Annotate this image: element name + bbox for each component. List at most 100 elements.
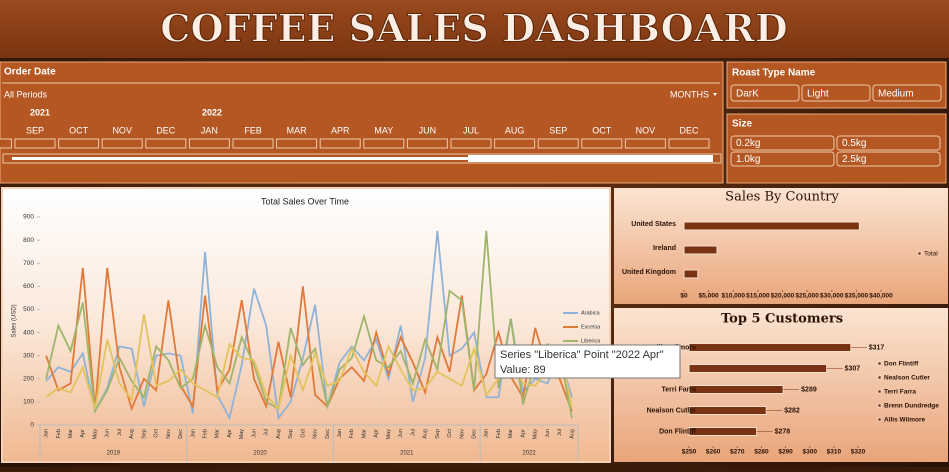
slicer-button-label[interactable]: Light — [807, 89, 829, 100]
month-label[interactable]: NOV — [636, 125, 656, 135]
slicer-button[interactable] — [730, 151, 835, 167]
slicer-button-label[interactable]: 0.2kg — [736, 138, 760, 149]
legend-swatch — [877, 417, 882, 422]
value-label: $278 — [775, 428, 791, 435]
month-cell[interactable] — [537, 138, 579, 149]
slicer-button[interactable] — [872, 84, 942, 102]
x-tick-label: Mar — [68, 429, 74, 439]
slicer-button-label[interactable]: DarK — [736, 89, 759, 100]
x-tick-label: Aug — [423, 429, 429, 439]
month-label[interactable]: JAN — [201, 125, 218, 135]
month-label[interactable]: SEP — [26, 125, 44, 135]
legend-label: Don Flintiff — [884, 361, 919, 368]
month-cell[interactable] — [58, 138, 100, 149]
x-tick-label: Apr — [520, 429, 526, 438]
x-tick-label: Mar — [361, 429, 367, 439]
month-label[interactable]: JUL — [463, 125, 479, 135]
month-label[interactable]: FEB — [244, 125, 262, 135]
y-tick-label: United States — [631, 221, 676, 228]
x-tick-label: $280 — [754, 449, 769, 456]
x-tick-label: Nov — [459, 429, 465, 439]
legend-label: Arabica — [581, 310, 601, 316]
timeline-level[interactable]: MONTHS — [670, 89, 709, 99]
month-label[interactable]: MAR — [287, 125, 308, 135]
x-group-label: 2020 — [253, 451, 267, 457]
slicer-button-label[interactable]: Medium — [878, 89, 914, 100]
month-cell[interactable] — [276, 138, 318, 149]
month-cell[interactable] — [494, 138, 536, 149]
legend-swatch — [877, 389, 882, 394]
month-cell[interactable] — [406, 138, 448, 149]
month-label[interactable]: SEP — [549, 125, 567, 135]
month-cell[interactable] — [232, 138, 274, 149]
scroll-thumb[interactable] — [468, 155, 713, 162]
x-tick-label: $30,000 — [820, 293, 844, 300]
month-label[interactable]: OCT — [69, 125, 89, 135]
x-tick-label: Jul — [264, 429, 270, 436]
month-label[interactable]: NOV — [112, 125, 132, 135]
month-label[interactable]: AUG — [505, 125, 525, 135]
slicer-button[interactable] — [730, 135, 835, 151]
bar — [683, 245, 718, 255]
slicer-button-label[interactable]: 0.5kg — [842, 138, 866, 149]
slicer-button[interactable] — [801, 84, 871, 102]
x-tick-label: Mar — [508, 429, 514, 439]
tooltip-line: Value: 89 — [500, 364, 546, 376]
x-tick-label: May — [386, 429, 392, 440]
chart-title: Total Sales Over Time — [261, 196, 349, 206]
country-panel — [614, 188, 948, 304]
x-tick-label: Jan — [337, 429, 343, 438]
dropdown-arrow[interactable] — [713, 93, 717, 96]
bar — [688, 343, 852, 352]
x-tick-label: Aug — [129, 429, 135, 439]
month-cell[interactable] — [450, 138, 492, 149]
slicer-button[interactable] — [836, 135, 941, 151]
slicer-button-label[interactable]: 2.5kg — [842, 154, 866, 165]
x-tick-label: Oct — [447, 429, 453, 438]
legend-label: Nealson Cutler — [884, 375, 930, 382]
month-label[interactable]: MAY — [374, 125, 393, 135]
month-cell[interactable] — [0, 138, 12, 149]
x-tick-label: $300 — [802, 449, 817, 456]
tooltip-line: Series "Liberica" Point "2022 Apr" — [500, 349, 664, 361]
legend-swatch — [877, 361, 882, 366]
slicer-button-label[interactable]: 1.0kg — [736, 154, 760, 165]
x-tick-label: Oct — [154, 429, 160, 438]
x-tick-label: Jun — [251, 429, 257, 438]
month-cell[interactable] — [581, 138, 623, 149]
month-label[interactable]: APR — [331, 125, 350, 135]
y-tick-label: 500 — [23, 306, 34, 313]
x-tick-label: Nov — [313, 429, 319, 439]
month-label[interactable]: JUN — [419, 125, 437, 135]
month-cell[interactable] — [363, 138, 405, 149]
month-label[interactable]: OCT — [592, 125, 612, 135]
chart-title: Sales By Country — [725, 190, 839, 205]
slicer-button[interactable] — [730, 84, 800, 102]
y-tick-label: United Kingdom — [622, 269, 676, 276]
legend-swatch — [877, 375, 882, 380]
x-tick-label: $35,000 — [845, 293, 869, 300]
dashboard-title: COFFEE SALES DASHBOARD — [160, 6, 787, 51]
x-tick-label: Oct — [300, 429, 306, 438]
legend-label: Liberica — [581, 338, 601, 344]
y-tick-label: 600 — [23, 283, 34, 290]
month-cell[interactable] — [624, 138, 666, 149]
month-cell[interactable] — [145, 138, 187, 149]
month-cell[interactable] — [319, 138, 361, 149]
month-label[interactable]: DEC — [679, 125, 699, 135]
month-cell[interactable] — [14, 138, 56, 149]
x-tick-label: Jun — [105, 429, 111, 438]
x-tick-label: Jul — [410, 429, 416, 436]
month-cell[interactable] — [188, 138, 230, 149]
y-tick-label: 200 — [23, 375, 34, 382]
x-tick-label: May — [239, 429, 245, 440]
series-line — [45, 313, 573, 411]
month-cell[interactable] — [101, 138, 143, 149]
slicer-button[interactable] — [836, 151, 941, 167]
x-tick-label: Dec — [178, 429, 184, 439]
value-label: $282 — [784, 407, 800, 414]
x-tick-label: $25,000 — [795, 293, 819, 300]
month-label[interactable]: DEC — [156, 125, 176, 135]
month-cell[interactable] — [668, 138, 710, 149]
y-tick-label: 300 — [23, 352, 34, 359]
